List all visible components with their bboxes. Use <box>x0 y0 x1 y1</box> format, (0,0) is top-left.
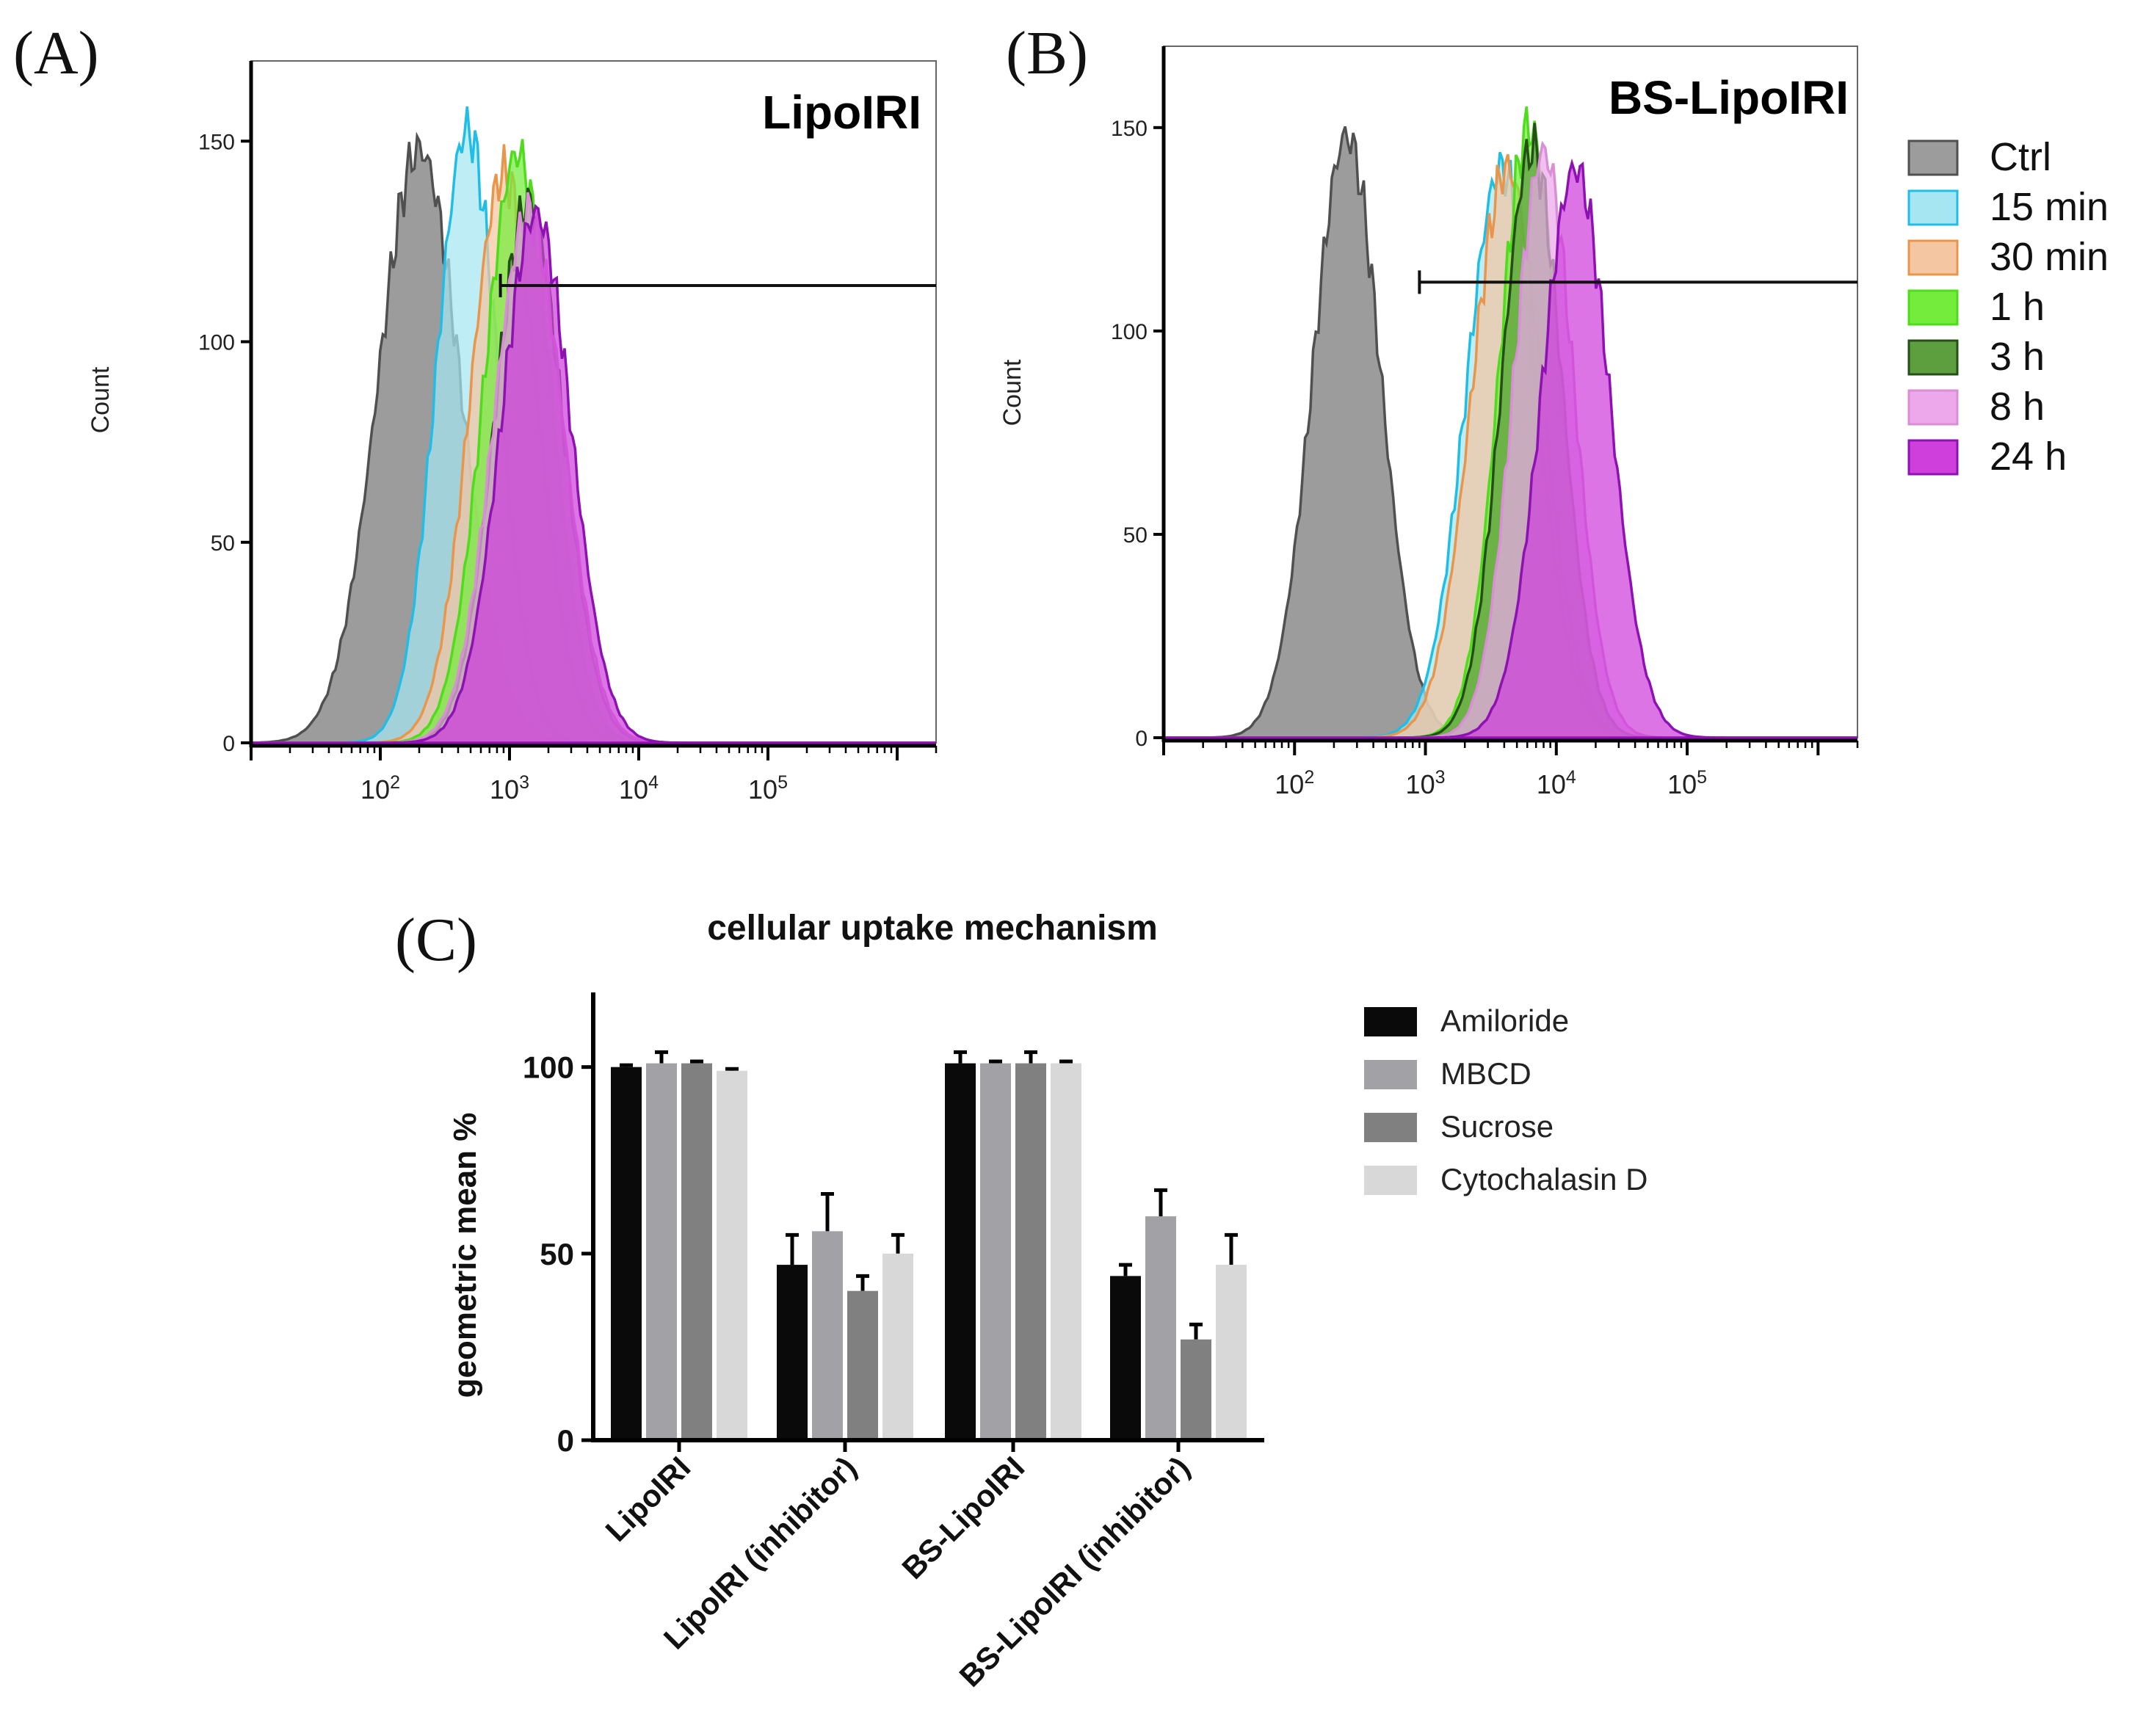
histogram-panel-b: 0 50 100 150 102 103 104 105 BS-LipoIRI Count <box>998 46 1859 799</box>
bar-chart-category-label-bs-lipoiri: BS-LipoIRI <box>895 1450 1031 1586</box>
bar-amiloride-bs-lipoiri <box>945 1063 976 1440</box>
bar-cytochalasin-d-lipoiri-inhibitor <box>882 1253 913 1440</box>
legend-label-8-h: 8 h <box>1990 385 2045 429</box>
bar-chart-legend: Amiloride MBCD Sucrose Cytochalasin D <box>1364 1003 1647 1196</box>
panel-b-y-tick-label-150: 150 <box>1111 117 1148 141</box>
histogram-b-title: BS-LipoIRI <box>1609 71 1849 124</box>
panel-a-x-tick-label: 105 <box>748 772 788 805</box>
bar-sucrose-bs-lipoiri <box>1015 1063 1046 1440</box>
panel-a-x-tick-label: 103 <box>490 772 529 805</box>
bar-legend-swatch-amiloride <box>1364 1007 1417 1036</box>
bar-legend-label-cytochalasin-d: Cytochalasin D <box>1440 1162 1647 1196</box>
legend-swatch-24-h <box>1907 439 1959 476</box>
bar-chart-y-tick-label-50: 50 <box>540 1237 574 1271</box>
panel-b-x-tick-label: 103 <box>1406 767 1446 799</box>
panel-b-x-tick-label: 104 <box>1537 767 1576 799</box>
panel-b-y-tick-label-50: 50 <box>1123 523 1148 548</box>
panel-b-y-tick-label-0: 0 <box>1135 727 1148 751</box>
bar-legend-swatch-cytochalasin-d <box>1364 1166 1417 1195</box>
bar-cytochalasin-d-bs-lipoiri <box>1051 1063 1081 1440</box>
bar-legend-label-sucrose: Sucrose <box>1440 1109 1554 1144</box>
panel-b-x-tick-label: 102 <box>1275 767 1314 799</box>
bar-sucrose-lipoiri <box>681 1063 712 1440</box>
bar-chart-title: cellular uptake mechanism <box>707 909 1158 948</box>
legend-swatch-3-h <box>1907 339 1959 376</box>
bar-mbcd-bs-lipoiri-inhibitor <box>1145 1216 1176 1440</box>
legend-swatch-8-h <box>1907 389 1959 426</box>
panel-a-y-tick-label-150: 150 <box>198 130 235 154</box>
histogram-a-plot: 0 50 100 150 102 103 104 105 <box>198 60 938 805</box>
histogram-panel-a: 0 50 100 150 102 103 104 105 LipoIRI Count <box>87 60 938 805</box>
bar-chart-y-tick-label-100: 100 <box>523 1050 574 1085</box>
legend-label-24-h: 24 h <box>1990 435 2067 479</box>
bar-chart-y-tick-label-0: 0 <box>557 1423 574 1458</box>
legend-swatch-15-min <box>1907 189 1959 226</box>
bar-amiloride-lipoiri <box>611 1067 642 1440</box>
bar-legend-swatch-sucrose <box>1364 1113 1417 1142</box>
bar-chart-category-label-lipoiri: LipoIRI <box>598 1450 697 1548</box>
legend-label-ctrl: Ctrl <box>1990 135 2051 179</box>
panel-a-histogram-24-h <box>251 203 936 744</box>
panel-b-y-tick-label-100: 100 <box>1111 320 1148 344</box>
histogram-legend: Ctrl 15 min 30 min 1 h 3 h 8 h 24 h <box>1907 135 2109 479</box>
legend-label-15-min: 15 min <box>1990 185 2109 229</box>
bar-chart-ylabel: geometric mean % <box>447 1113 483 1398</box>
panel-c-letter: (C) <box>395 906 477 974</box>
panel-a-y-tick-label-100: 100 <box>198 331 235 355</box>
legend-label-30-min: 30 min <box>1990 235 2109 279</box>
bar-sucrose-bs-lipoiri-inhibitor <box>1181 1339 1211 1440</box>
panel-a-y-tick-label-0: 0 <box>222 732 235 756</box>
legend-swatch-1-h <box>1907 289 1959 326</box>
panel-b-histogram-24-h <box>1164 158 1857 739</box>
histogram-b-ylabel: Count <box>998 359 1026 426</box>
legend-label-3-h: 3 h <box>1990 335 2045 379</box>
panel-a-letter: (A) <box>13 19 99 87</box>
bar-cytochalasin-d-lipoiri <box>717 1070 747 1440</box>
legend-swatch-ctrl <box>1907 139 1959 176</box>
histogram-a-ylabel: Count <box>87 366 115 433</box>
bar-legend-label-mbcd: MBCD <box>1440 1056 1531 1091</box>
bar-mbcd-lipoiri-inhibitor <box>812 1231 843 1440</box>
bar-chart-panel-c: cellular uptake mechanism geometric mean… <box>447 909 1647 1693</box>
panel-a-x-tick-label: 104 <box>619 772 659 805</box>
panel-a-x-tick-label: 102 <box>360 772 400 805</box>
histogram-b-plot: 0 50 100 150 102 103 104 105 <box>1111 46 1859 799</box>
bar-legend-swatch-mbcd <box>1364 1060 1417 1089</box>
panel-b-x-tick-label: 105 <box>1667 767 1707 799</box>
bar-amiloride-lipoiri-inhibitor <box>777 1265 808 1440</box>
panel-b-letter: (B) <box>1006 19 1088 87</box>
bar-mbcd-lipoiri <box>646 1063 677 1440</box>
bar-amiloride-bs-lipoiri-inhibitor <box>1110 1276 1141 1440</box>
histogram-a-title: LipoIRI <box>762 86 921 139</box>
bar-sucrose-lipoiri-inhibitor <box>847 1290 878 1440</box>
bar-cytochalasin-d-bs-lipoiri-inhibitor <box>1216 1265 1247 1440</box>
bar-mbcd-bs-lipoiri <box>980 1063 1011 1440</box>
legend-swatch-30-min <box>1907 239 1959 276</box>
panel-a-y-tick-label-50: 50 <box>211 531 235 556</box>
legend-label-1-h: 1 h <box>1990 285 2045 329</box>
bar-legend-label-amiloride: Amiloride <box>1440 1003 1569 1038</box>
